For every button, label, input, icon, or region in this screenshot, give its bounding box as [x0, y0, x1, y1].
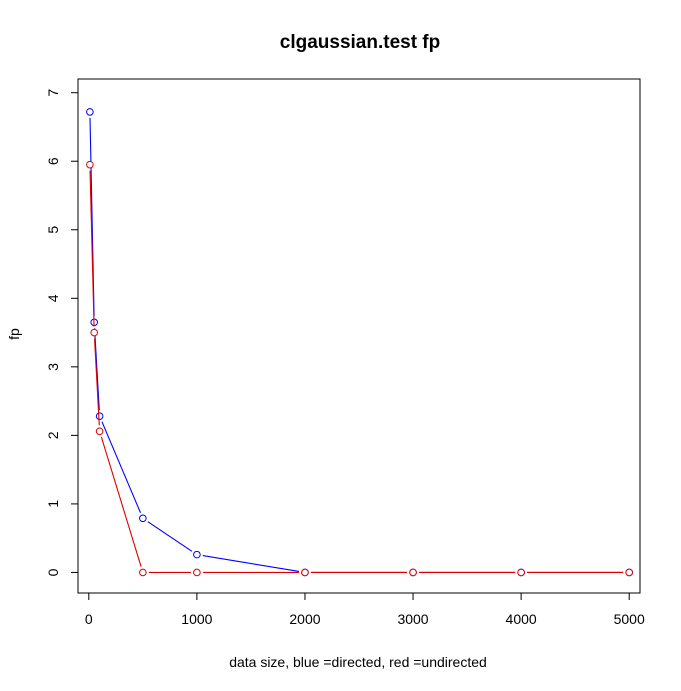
- chart-title: clgaussian.test fp: [280, 32, 441, 53]
- series-line-segment: [101, 421, 142, 513]
- data-marks: [86, 108, 633, 577]
- x-tick-label: 0: [85, 611, 93, 627]
- axes: 0 1000 2000 3000 4000 5000 0 1 2 3 4 5 6 7: [45, 89, 645, 627]
- series-1: [86, 160, 633, 577]
- series-line-segment: [202, 555, 300, 573]
- series-line-segment: [147, 521, 193, 552]
- x-tick-label: 5000: [614, 611, 645, 627]
- y-tick-label: 5: [45, 226, 61, 234]
- y-tick-label: 1: [45, 500, 61, 508]
- data-point: [90, 328, 99, 337]
- series-0: [86, 108, 633, 577]
- series-line-segment: [93, 338, 100, 426]
- x-axis-label: data size, blue =directed, red =undirect…: [229, 654, 487, 670]
- y-tick-label: 6: [45, 157, 61, 165]
- data-point: [95, 412, 104, 420]
- y-tick-label: 4: [45, 294, 61, 302]
- data-point: [517, 568, 525, 577]
- data-point: [86, 160, 94, 169]
- data-point: [193, 568, 201, 577]
- series-line-segment: [89, 170, 95, 327]
- y-tick-label: 0: [45, 568, 61, 576]
- data-point: [193, 550, 201, 559]
- x-tick-label: 4000: [506, 611, 537, 627]
- data-point: [409, 568, 417, 577]
- x-tick-label: 1000: [181, 611, 212, 627]
- plot-frame: [77, 78, 641, 594]
- data-point: [301, 568, 309, 577]
- x-tick-label: 2000: [289, 611, 320, 627]
- data-point: [625, 568, 633, 577]
- data-point: [95, 427, 104, 436]
- data-point: [86, 108, 94, 116]
- y-tick-label: 3: [45, 363, 61, 371]
- data-point: [139, 568, 147, 577]
- series-line-segment: [100, 436, 142, 567]
- series-line-segment: [94, 328, 100, 411]
- x-tick-label: 3000: [397, 611, 428, 627]
- data-point: [139, 514, 147, 523]
- y-tick-label: 7: [45, 89, 61, 97]
- y-tick-label: 2: [45, 431, 61, 439]
- y-axis-label: fp: [6, 328, 22, 340]
